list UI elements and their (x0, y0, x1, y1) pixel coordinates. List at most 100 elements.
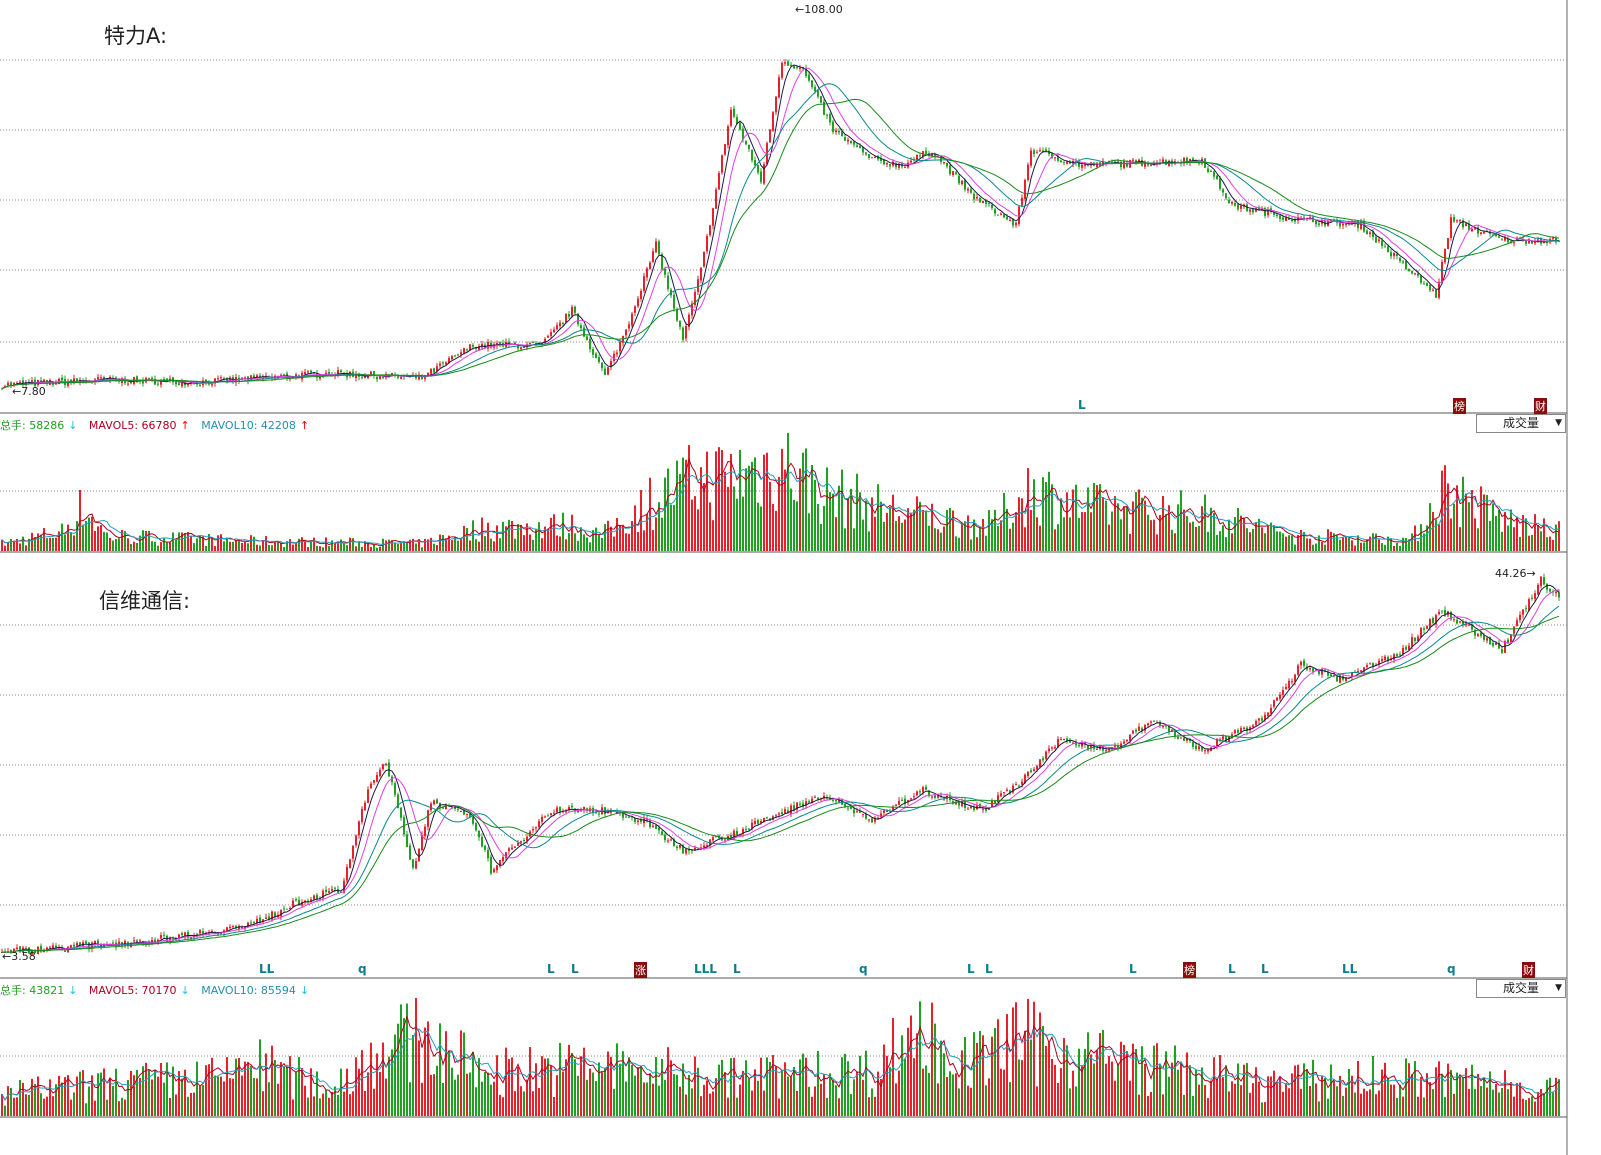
candle-down (850, 806, 852, 809)
volume-bar (220, 534, 222, 551)
volume-bar (391, 1049, 393, 1116)
volume-bar (433, 543, 435, 551)
event-marker[interactable]: 财 (1522, 962, 1535, 978)
candle-up (346, 866, 348, 881)
event-marker[interactable]: q (1447, 962, 1456, 976)
volume-bar (676, 1074, 678, 1116)
volume-bar (1027, 998, 1029, 1116)
event-marker[interactable]: q (859, 962, 868, 976)
candle-up (430, 369, 432, 374)
candle-up (424, 377, 426, 379)
volume-bar (1318, 535, 1320, 551)
volume-bar (1270, 1076, 1272, 1116)
volume-bar (652, 530, 654, 551)
volume-bar (1441, 470, 1443, 551)
candle-down (661, 254, 663, 270)
volume-bar (409, 539, 411, 551)
candle-up (430, 803, 432, 811)
volume-bar (775, 1066, 777, 1116)
candle-up (688, 314, 690, 328)
event-marker[interactable]: LL (1342, 962, 1358, 976)
candle-down (1276, 214, 1278, 216)
ma20-line (1, 605, 1560, 953)
volume-bar (871, 497, 873, 551)
event-marker[interactable]: 榜 (1183, 962, 1196, 978)
candle-down (1117, 161, 1119, 163)
indicator-select-2[interactable]: 成交量 ▼ (1476, 979, 1566, 998)
volume-bar (1441, 1073, 1443, 1116)
event-marker[interactable]: q (358, 962, 367, 976)
volume-bar (994, 1028, 996, 1116)
candle-up (517, 843, 519, 846)
candle-down (739, 122, 741, 130)
volume-bar (910, 512, 912, 551)
candle-down (1462, 220, 1464, 228)
mavol10-value: MAVOL10: 42208 (201, 419, 296, 432)
candle-down (226, 378, 228, 383)
candle-up (862, 813, 864, 815)
volume-bar (838, 1098, 840, 1116)
event-marker[interactable]: L (985, 962, 993, 976)
event-marker[interactable]: L (1129, 962, 1137, 976)
volume-bar (1393, 1084, 1395, 1116)
candle-down (1213, 171, 1215, 177)
indicator-select-1[interactable]: 成交量 ▼ (1476, 414, 1566, 433)
candle-down (988, 202, 990, 204)
volume-bar (703, 483, 705, 551)
event-marker[interactable]: LL (259, 962, 275, 976)
event-marker[interactable]: L (1228, 962, 1236, 976)
event-marker[interactable]: L (1078, 398, 1086, 412)
candle-down (325, 889, 327, 892)
volume-bar (730, 453, 732, 551)
event-marker[interactable]: 榜 (1453, 398, 1466, 414)
candle-up (1129, 734, 1131, 741)
event-marker[interactable]: L (571, 962, 579, 976)
event-marker[interactable]: L (1261, 962, 1269, 976)
volume-bar (1198, 1084, 1200, 1116)
event-marker[interactable]: 涨 (634, 962, 647, 978)
candle-up (31, 380, 33, 382)
candle-up (262, 919, 264, 922)
mavol5-value: MAVOL5: 70170 (88, 984, 177, 997)
candle-down (586, 336, 588, 341)
volume-bar (346, 1068, 348, 1116)
volume-bar (1051, 1059, 1053, 1116)
volume-bar (1318, 1101, 1320, 1116)
volume-bar (1108, 524, 1110, 551)
volume-bar (1372, 1056, 1374, 1116)
candle-up (1288, 680, 1290, 689)
candle-up (952, 171, 954, 176)
volume-bar (58, 531, 60, 551)
volume-bar (70, 532, 72, 551)
candle-up (967, 808, 969, 810)
candle-down (655, 825, 657, 830)
candle-up (670, 839, 672, 841)
volume-bar (316, 545, 318, 551)
candle-up (646, 268, 648, 278)
volume-bar (853, 528, 855, 551)
candle-down (22, 380, 24, 385)
candle-down (634, 817, 636, 822)
candle-up (280, 374, 282, 376)
candle-up (379, 769, 381, 777)
candle-down (577, 313, 579, 325)
candle-down (904, 798, 906, 804)
event-marker[interactable]: L (733, 962, 741, 976)
volume-bar (799, 468, 801, 551)
event-marker[interactable]: 财 (1534, 398, 1547, 414)
volume-bar (1258, 518, 1260, 551)
event-marker[interactable]: LLL (694, 962, 717, 976)
candle-down (1084, 741, 1086, 745)
volume-bar (544, 526, 546, 551)
candle-up (478, 345, 480, 351)
candle-down (310, 370, 312, 373)
candle-up (835, 130, 837, 133)
volume-bar (1273, 1070, 1275, 1116)
volume-bar (1351, 1075, 1353, 1116)
volume-bar (700, 467, 702, 551)
volume-bar (349, 1094, 351, 1116)
event-marker[interactable]: L (547, 962, 555, 976)
volume-bar (223, 541, 225, 551)
volume-bar (1231, 533, 1233, 551)
event-marker[interactable]: L (967, 962, 975, 976)
